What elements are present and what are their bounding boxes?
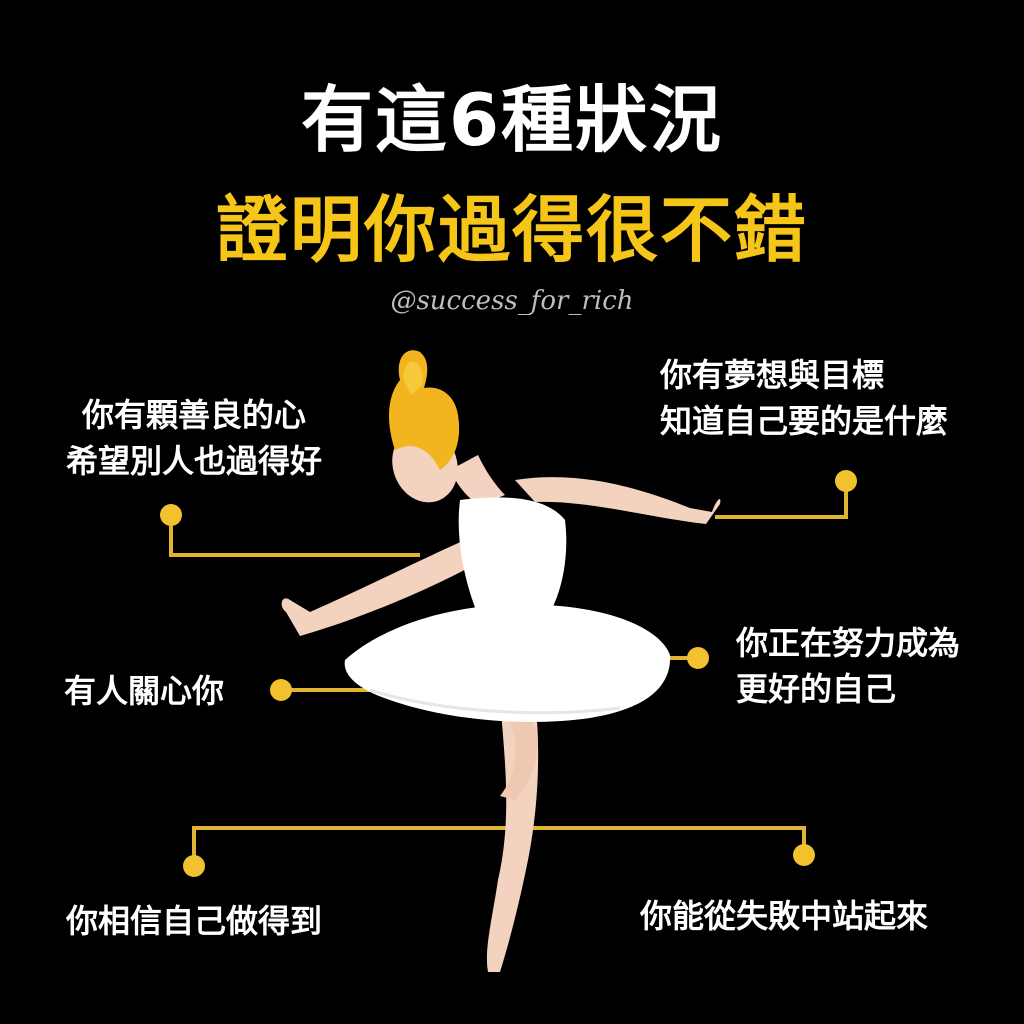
dot-believe xyxy=(183,855,205,877)
dot-recover xyxy=(793,844,815,866)
point-kindness-line-2: 希望別人也過得好 xyxy=(66,442,323,480)
dot-kindness xyxy=(160,504,182,526)
point-recover: 你能從失敗中站起來 xyxy=(640,893,928,939)
point-kindness: 你有顆善良的心 希望別人也過得好 xyxy=(66,392,322,484)
connector-dots xyxy=(160,470,857,877)
connector-kindness xyxy=(169,515,420,557)
ballerina-figure xyxy=(281,350,721,972)
connector-dreams xyxy=(715,481,848,519)
point-recover-line-1: 你能從失敗中站起來 xyxy=(640,897,929,935)
tutu xyxy=(344,604,671,722)
point-kindness-line-1: 你有顆善良的心 xyxy=(82,396,307,434)
point-cared-for-line-1: 有人關心你 xyxy=(64,672,225,710)
connector-lines xyxy=(169,481,848,866)
point-improving-line-1: 你正在努力成為 xyxy=(736,624,961,662)
arm-right xyxy=(515,477,721,524)
neck xyxy=(450,455,505,505)
point-dreams-line-2: 知道自己要的是什麼 xyxy=(660,402,949,440)
author-handle: @success_for_rich xyxy=(390,286,634,316)
bodice xyxy=(458,497,567,620)
point-dreams: 你有夢想與目標 知道自己要的是什麼 xyxy=(660,352,948,444)
point-cared-for: 有人關心你 xyxy=(64,668,224,714)
point-believe: 你相信自己做得到 xyxy=(66,898,322,944)
point-believe-line-1: 你相信自己做得到 xyxy=(66,902,323,940)
title-line-1: 有這6種狀況 xyxy=(300,78,724,162)
leg-raised xyxy=(500,705,538,800)
point-improving: 你正在努力成為 更好的自己 xyxy=(736,620,960,712)
dot-improving xyxy=(687,647,709,669)
title-line-2: 證明你過得很不錯 xyxy=(215,188,808,272)
point-improving-line-2: 更好的自己 xyxy=(736,670,897,708)
dot-cared xyxy=(270,679,292,701)
hair-bun xyxy=(403,361,423,395)
arm-left xyxy=(281,540,472,636)
dot-dreams xyxy=(835,470,857,492)
point-dreams-line-1: 你有夢想與目標 xyxy=(660,356,885,394)
connector-believe-recover xyxy=(192,826,806,866)
tutu-shade xyxy=(369,688,621,715)
